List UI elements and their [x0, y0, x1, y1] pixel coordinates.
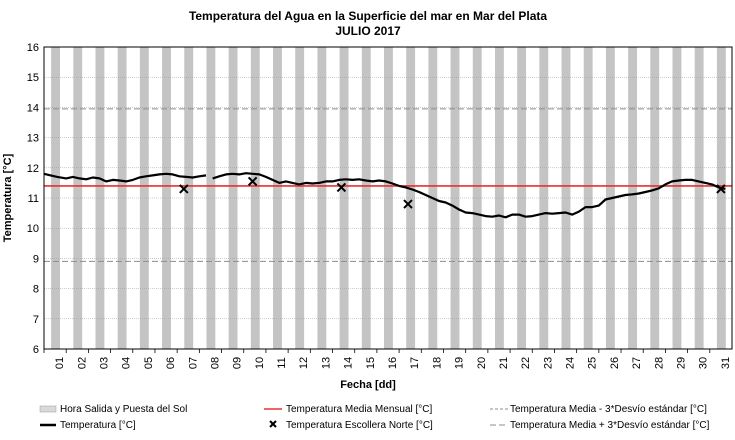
- x-tick-label: 04: [121, 357, 133, 369]
- x-tick-label: 05: [143, 357, 155, 369]
- x-tick-label: 01: [54, 357, 66, 369]
- daylight-band: [472, 47, 482, 349]
- daylight-band: [716, 47, 726, 349]
- y-tick-label: 14: [27, 102, 39, 114]
- chart-title: Temperatura del Agua en la Superficie de…: [189, 9, 547, 23]
- x-tick-label: 24: [565, 357, 577, 369]
- plot-frame: [43, 46, 733, 350]
- daylight-band: [494, 47, 504, 349]
- x-axis-label: Fecha [dd]: [340, 379, 396, 391]
- legend: Hora Salida y Puesta del Sol Temperatura…: [39, 404, 710, 431]
- x-tick-label: 11: [276, 357, 288, 368]
- x-tick-label: 17: [409, 357, 421, 369]
- legend-label-media-plus: Temperatura Media + 3*Desvío estándar [°…: [510, 420, 710, 431]
- x-tick-label: 02: [76, 357, 88, 369]
- y-tick-label: 10: [27, 223, 39, 235]
- escollera-marker: [179, 184, 189, 194]
- plot-area: [43, 46, 733, 350]
- temperature-segment: [212, 172, 726, 219]
- x-tick-label: 16: [387, 357, 399, 369]
- legend-label-media-mensual: Temperatura Media Mensual [°C]: [286, 404, 433, 415]
- y-axis-ticks: 6 7 8 9 10 11 12 13 14 15 16: [27, 42, 39, 356]
- daylight-band: [317, 47, 327, 349]
- daylight-band: [73, 47, 83, 349]
- x-axis-ticks: 01 02 03 04 05 06 07 08 09 10 11 12 13 14 15 16 17 18 19 20…: [43, 349, 732, 369]
- y-tick-label: 9: [33, 253, 39, 265]
- x-tick-label: 06: [165, 357, 177, 369]
- x-tick-label: 31: [720, 357, 732, 369]
- x-tick-label: 19: [454, 357, 466, 369]
- y-axis-label: Temperatura [°C]: [2, 153, 14, 242]
- escollera-marker: [716, 184, 726, 194]
- legend-item-temperatura: Temperatura [°C]: [40, 420, 136, 431]
- x-tick-label: 26: [609, 357, 621, 369]
- temperature-line: [43, 172, 726, 219]
- daylight-band: [517, 47, 527, 349]
- legend-item-escollera: Temperatura Escollera Norte [°C]: [269, 420, 433, 431]
- x-tick-label: 18: [431, 357, 443, 369]
- escollera-marker: [403, 199, 413, 209]
- x-tick-label: 14: [343, 357, 355, 369]
- x-tick-label: 30: [698, 357, 710, 369]
- escollera-markers: [179, 176, 726, 209]
- daylight-band: [539, 47, 549, 349]
- legend-label-escollera: Temperatura Escollera Norte [°C]: [286, 420, 433, 431]
- legend-item-daylight: Hora Salida y Puesta del Sol: [39, 404, 187, 415]
- x-tick-label: 03: [98, 357, 110, 369]
- legend-item-media-minus: Temperatura Media - 3*Desvío estándar [°…: [490, 404, 707, 415]
- daylight-band: [95, 47, 105, 349]
- daylight-band: [694, 47, 704, 349]
- daylight-band: [250, 47, 260, 349]
- x-tick-label: 20: [476, 357, 488, 369]
- x-tick-label: 22: [520, 357, 532, 369]
- legend-label-temperatura: Temperatura [°C]: [60, 420, 136, 431]
- escollera-marker: [247, 176, 258, 187]
- daylight-band: [450, 47, 460, 349]
- y-tick-label: 6: [33, 344, 39, 356]
- y-tick-label: 11: [28, 193, 39, 205]
- daylight-band: [295, 47, 305, 349]
- x-tick-label: 13: [320, 357, 332, 369]
- daylight-band: [228, 47, 238, 349]
- y-tick-label: 12: [27, 163, 39, 175]
- x-tick-label: 15: [365, 357, 377, 369]
- legend-item-media-plus: Temperatura Media + 3*Desvío estándar [°…: [490, 420, 710, 431]
- x-tick-label: 25: [587, 357, 599, 369]
- x-tick-label: 08: [209, 357, 221, 369]
- daylight-band: [51, 47, 60, 349]
- x-tick-label: 12: [298, 357, 310, 369]
- y-tick-label: 7: [33, 314, 39, 326]
- y-tick-label: 13: [27, 133, 39, 145]
- reference-lines: [44, 108, 732, 262]
- legend-swatch-daylight: [39, 405, 57, 413]
- chart-subtitle: JULIO 2017: [335, 24, 401, 38]
- escollera-marker: [336, 182, 347, 193]
- y-tick-label: 8: [33, 284, 39, 296]
- x-tick-label: 09: [232, 357, 244, 369]
- daylight-band: [273, 47, 282, 349]
- x-tick-label: 21: [498, 357, 510, 369]
- x-tick-label: 10: [254, 357, 266, 369]
- legend-label-media-minus: Temperatura Media - 3*Desvío estándar [°…: [510, 404, 707, 415]
- x-tick-label: 28: [653, 357, 665, 369]
- y-tick-label: 16: [27, 42, 39, 54]
- legend-label-daylight: Hora Salida y Puesta del Sol: [60, 404, 187, 415]
- y-tick-label: 15: [27, 72, 39, 84]
- legend-swatch-escollera: [269, 420, 277, 428]
- x-tick-label: 29: [676, 357, 688, 369]
- temperature-segment: [43, 172, 207, 183]
- legend-item-media-mensual: Temperatura Media Mensual [°C]: [264, 404, 433, 415]
- x-tick-label: 07: [187, 357, 199, 369]
- x-tick-label: 23: [542, 357, 554, 369]
- x-tick-label: 27: [631, 357, 643, 369]
- y-gridlines: [44, 76, 732, 320]
- daylight-band: [561, 47, 571, 349]
